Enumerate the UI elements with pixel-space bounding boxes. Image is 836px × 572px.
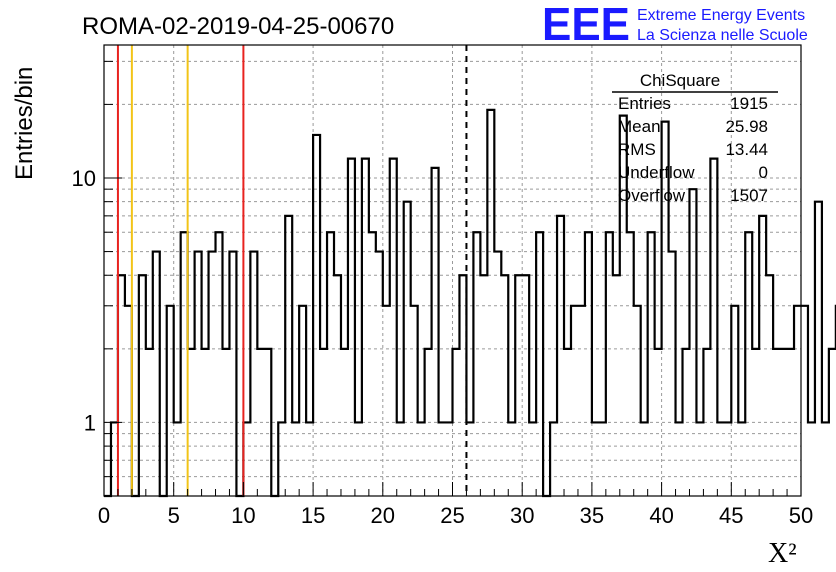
stats-title: ChiSquare [640,71,720,90]
stats-value-entries: 1915 [730,94,768,113]
y-axis-label: Entries/bin [11,67,38,180]
x-tick-label: 45 [719,503,743,528]
histogram [104,108,836,498]
histogram-outline [104,108,836,498]
stats-label-underflow: Underflow [618,163,695,182]
stats-label-mean: Mean [618,117,661,136]
x-tick-label: 15 [301,503,325,528]
x-tick-label: 40 [649,503,673,528]
x-tick-label: 10 [231,503,255,528]
stats-value-rms: 13.44 [725,140,768,159]
x-axis-label: X² [768,538,797,569]
x-axis-ticks: 0 5 10 15 20 25 30 35 40 45 50 [98,482,813,528]
stats-value-mean: 25.98 [725,117,768,136]
run-title: ROMA-02-2019-04-25-00670 [82,13,394,40]
x-tick-label: 30 [510,503,534,528]
stats-value-underflow: 0 [759,163,768,182]
logo-line-1: Extreme Energy Events [637,7,805,24]
y-tick-label: 10 [72,166,96,191]
y-axis-ticks: 1 10 [72,60,122,497]
eee-logo-mark: EEE [542,0,630,50]
x-tick-label: 50 [789,503,813,528]
logo-line-2: La Scienza nelle Scuole [637,27,808,44]
x-tick-label: 20 [371,503,395,528]
x-tick-label: 0 [98,503,110,528]
x-tick-label: 25 [440,503,464,528]
stats-box: ChiSquare Entries 1915 Mean 25.98 RMS 13… [612,71,778,205]
x-tick-label: 5 [168,503,180,528]
stats-label-overflow: Overflow [618,186,686,205]
stats-label-entries: Entries [618,94,671,113]
threshold-lines [116,45,468,496]
stats-label-rms: RMS [618,140,656,159]
y-tick-label: 1 [84,410,96,435]
x-tick-label: 35 [580,503,604,528]
stats-value-overflow: 1507 [730,186,768,205]
